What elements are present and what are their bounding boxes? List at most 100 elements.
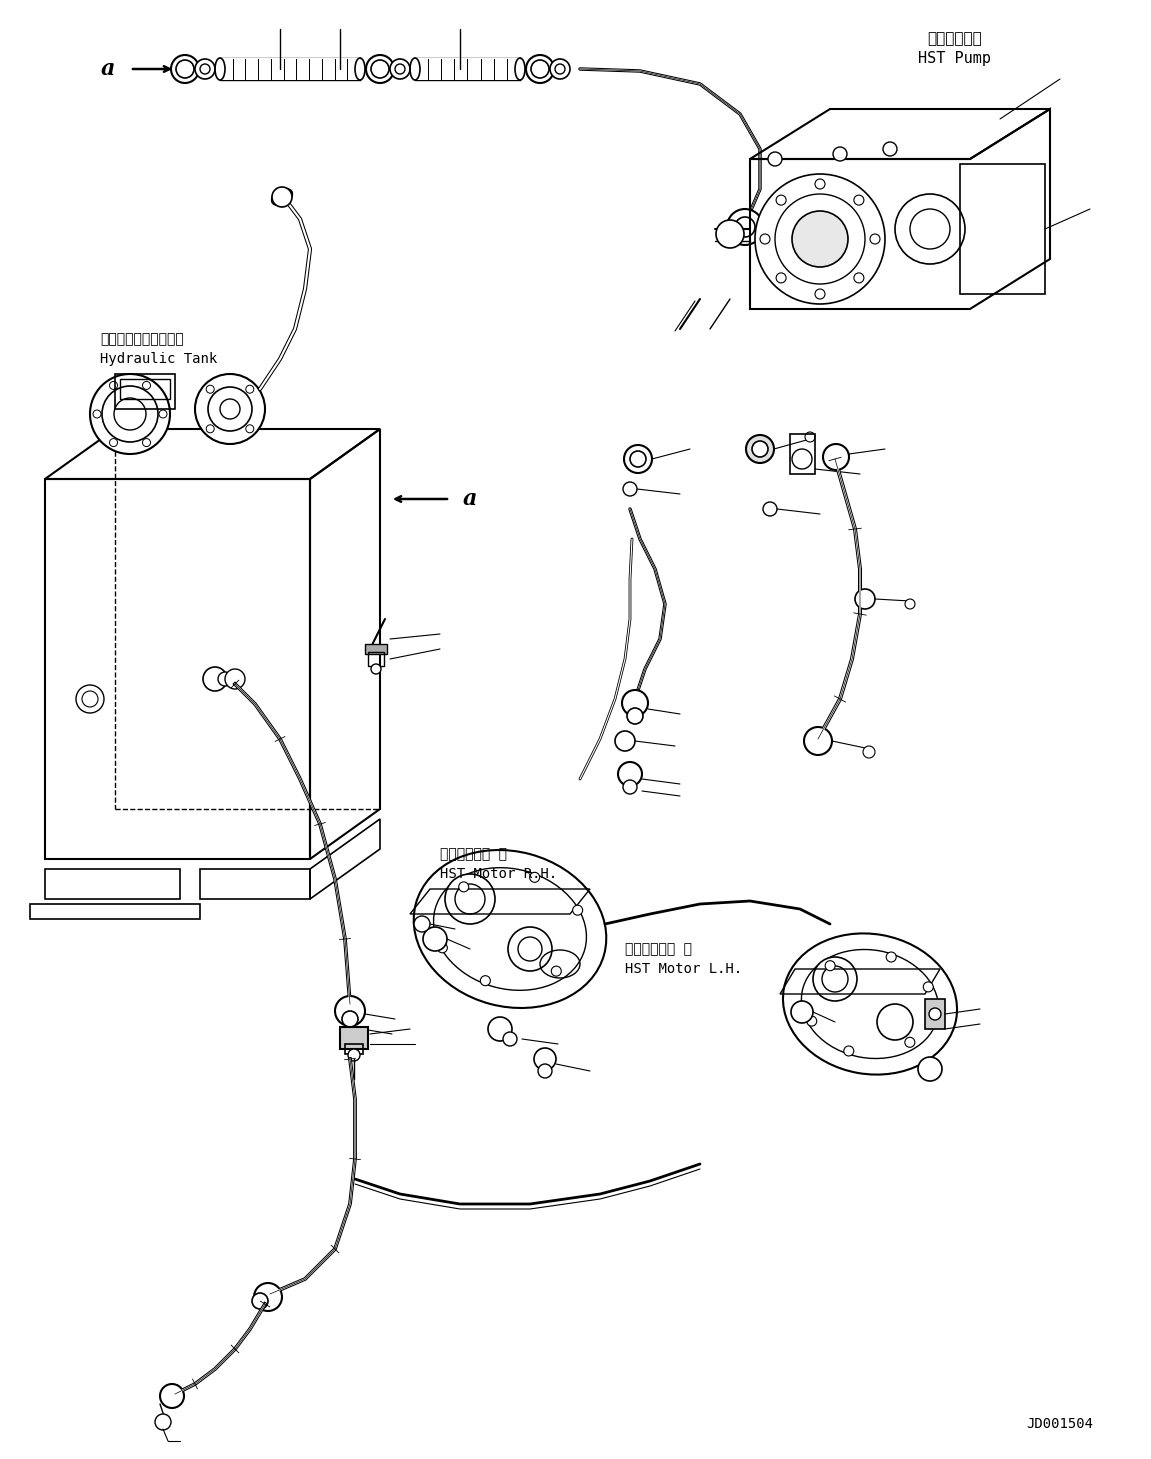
Bar [925, 999, 945, 1029]
Circle shape [877, 1004, 913, 1040]
Circle shape [630, 451, 646, 467]
Circle shape [508, 926, 552, 972]
Circle shape [371, 664, 381, 674]
Circle shape [82, 692, 98, 708]
Circle shape [823, 444, 849, 470]
Circle shape [102, 387, 158, 442]
Circle shape [143, 381, 151, 390]
Circle shape [526, 55, 554, 83]
Circle shape [716, 220, 744, 248]
Circle shape [573, 905, 582, 915]
Circle shape [76, 684, 104, 713]
Circle shape [254, 1282, 282, 1312]
Circle shape [805, 727, 832, 754]
Circle shape [390, 58, 410, 79]
Circle shape [109, 439, 117, 446]
Bar [368, 652, 384, 665]
Circle shape [805, 432, 815, 442]
Circle shape [218, 673, 233, 686]
Circle shape [822, 966, 848, 992]
Circle shape [206, 385, 214, 394]
Text: ハイドロリックタンク: ハイドロリックタンク [100, 333, 184, 346]
Circle shape [825, 960, 836, 970]
Circle shape [755, 174, 885, 303]
Circle shape [624, 445, 651, 473]
Circle shape [195, 374, 265, 444]
Circle shape [114, 398, 146, 430]
Circle shape [424, 926, 447, 951]
Text: HST Pump: HST Pump [918, 51, 991, 67]
Circle shape [622, 690, 648, 716]
Text: JD001504: JD001504 [1027, 1417, 1093, 1431]
Circle shape [727, 209, 763, 245]
Circle shape [623, 481, 637, 496]
Circle shape [195, 58, 215, 79]
Circle shape [348, 1049, 360, 1061]
Circle shape [910, 209, 950, 249]
Circle shape [854, 196, 864, 206]
Polygon shape [416, 58, 520, 80]
Circle shape [246, 425, 254, 433]
Circle shape [813, 957, 857, 1001]
Circle shape [143, 439, 151, 446]
Bar [120, 379, 170, 398]
Circle shape [371, 60, 389, 77]
Circle shape [555, 64, 565, 74]
Circle shape [807, 1015, 817, 1026]
Circle shape [538, 1064, 552, 1078]
Circle shape [895, 194, 965, 264]
Circle shape [551, 966, 562, 976]
Circle shape [863, 746, 875, 759]
Text: ＨＳＴモータ 左: ＨＳＴモータ 左 [625, 943, 692, 956]
Circle shape [90, 374, 170, 454]
Circle shape [414, 916, 430, 932]
Circle shape [155, 1414, 171, 1430]
Bar [365, 643, 387, 654]
Circle shape [792, 449, 811, 468]
Circle shape [760, 233, 770, 244]
Circle shape [886, 953, 897, 961]
Circle shape [905, 600, 915, 608]
Circle shape [929, 1008, 942, 1020]
Circle shape [854, 273, 864, 283]
Circle shape [224, 670, 245, 689]
Circle shape [203, 667, 227, 692]
Circle shape [918, 1056, 942, 1081]
Circle shape [615, 731, 635, 751]
Circle shape [792, 212, 848, 267]
Circle shape [776, 273, 786, 283]
Circle shape [342, 1011, 358, 1027]
Bar [790, 433, 815, 474]
Circle shape [272, 187, 292, 207]
Circle shape [883, 142, 897, 156]
Circle shape [752, 441, 768, 457]
Circle shape [768, 152, 782, 166]
Circle shape [206, 425, 214, 433]
Circle shape [335, 996, 365, 1026]
Circle shape [93, 410, 101, 417]
Circle shape [775, 194, 866, 285]
Circle shape [208, 387, 252, 430]
Circle shape [776, 196, 786, 206]
Circle shape [488, 1017, 512, 1042]
Circle shape [503, 1032, 517, 1046]
Circle shape [735, 217, 755, 236]
Circle shape [905, 1037, 915, 1048]
Text: Hydraulic Tank: Hydraulic Tank [100, 352, 218, 366]
Circle shape [455, 884, 485, 913]
Circle shape [534, 1048, 556, 1069]
Text: a: a [463, 487, 478, 511]
Circle shape [395, 64, 405, 74]
Circle shape [159, 410, 167, 417]
Circle shape [246, 385, 254, 394]
Bar [345, 1045, 363, 1053]
Text: HST Motor L.H.: HST Motor L.H. [625, 961, 742, 976]
Circle shape [627, 708, 643, 724]
Circle shape [109, 381, 117, 390]
Circle shape [550, 58, 570, 79]
Circle shape [200, 64, 209, 74]
Circle shape [171, 55, 199, 83]
Circle shape [923, 982, 933, 992]
Text: a: a [101, 58, 115, 80]
Circle shape [459, 881, 468, 891]
